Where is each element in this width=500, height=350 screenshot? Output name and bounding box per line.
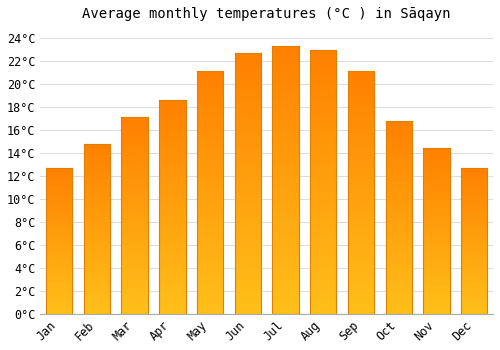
Title: Average monthly temperatures (°C ) in Sāqayn: Average monthly temperatures (°C ) in Sā… (82, 7, 451, 21)
